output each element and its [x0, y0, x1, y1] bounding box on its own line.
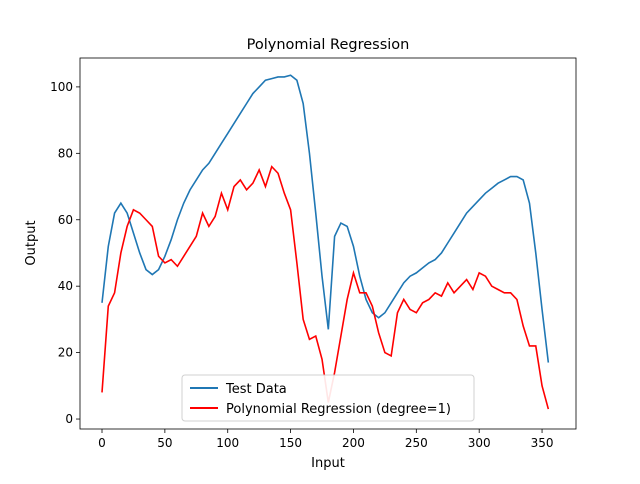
legend-label: Polynomial Regression (degree=1)	[226, 402, 451, 417]
x-tick-label: 0	[98, 436, 106, 450]
x-tick-label: 250	[405, 436, 428, 450]
data-line	[101, 165, 550, 410]
y-tick-label: 40	[58, 279, 73, 293]
x-tick-label: 300	[468, 436, 491, 450]
x-tick-label: 50	[157, 436, 172, 450]
x-tick-label: 200	[342, 436, 365, 450]
data-line	[101, 74, 550, 363]
y-axis-label: Output	[24, 220, 39, 265]
plot-frame	[79, 57, 577, 430]
x-tick-label: 100	[216, 436, 239, 450]
y-tick-label: 80	[58, 146, 73, 160]
y-tick-label: 20	[58, 346, 73, 360]
x-tick-label: 350	[531, 436, 554, 450]
legend: Test Data Polynomial Regression (degree=1…	[181, 374, 475, 422]
legend-label: Test Data	[225, 382, 287, 397]
y-tick-label: 100	[50, 80, 73, 94]
x-axis-label: Input	[311, 456, 345, 471]
x-tick-label: 150	[279, 436, 302, 450]
y-tick-label: 60	[58, 213, 73, 227]
chart-title: Polynomial Regression	[247, 37, 410, 53]
legend-box	[181, 374, 475, 422]
y-tick-label: 0	[65, 412, 73, 426]
